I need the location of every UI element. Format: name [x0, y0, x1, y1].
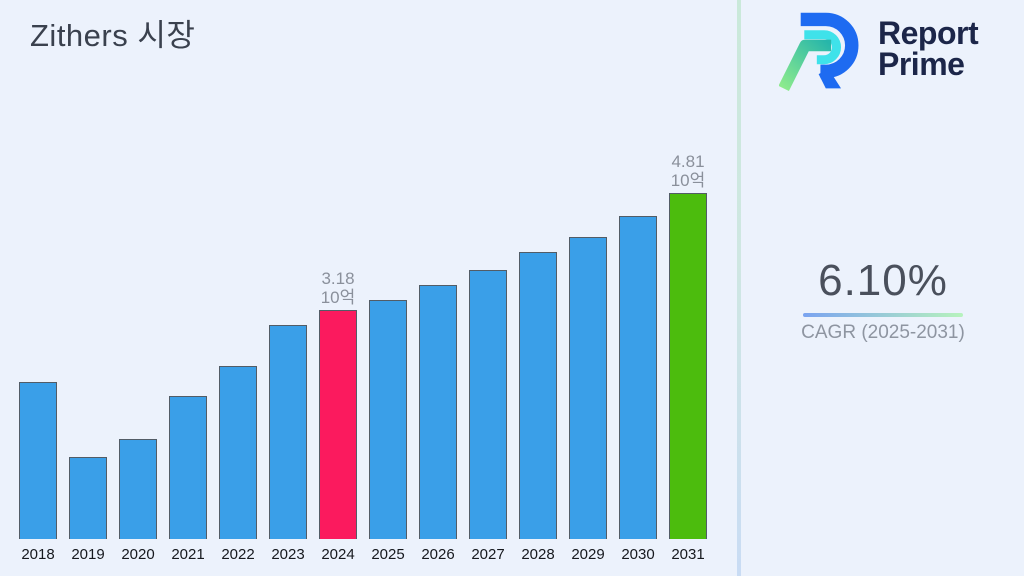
- bar-column: 2028: [513, 252, 563, 563]
- cagr-block: 6.10% CAGR (2025-2031): [795, 256, 971, 344]
- bar-annotation: 4.81 10억: [670, 152, 706, 190]
- bar-annotation: 3.18 10억: [320, 269, 356, 307]
- year-label: 2028: [521, 546, 555, 563]
- year-label: 2020: [121, 546, 155, 563]
- bar-2018: [19, 382, 57, 539]
- bar-2026: [419, 285, 457, 539]
- logo-wordmark: Report Prime: [878, 14, 979, 82]
- year-label: 2023: [271, 546, 305, 563]
- report-prime-logo-icon: [779, 12, 859, 92]
- panel-divider: [737, 0, 741, 576]
- bar-column: 2030: [613, 216, 663, 563]
- logo-text-prime: Prime: [878, 46, 965, 82]
- bar-column: 2018: [13, 382, 63, 563]
- bar-2028: [519, 252, 557, 539]
- bar-column: 2026: [413, 285, 463, 563]
- bar-chart: 2018 2019 2020 2021 2022 2023 3.18 10억 2024 2025 2…: [13, 152, 713, 563]
- year-label: 2021: [171, 546, 205, 563]
- bar-2020: [119, 439, 157, 539]
- bar-column: 2027: [463, 270, 513, 563]
- bar-column: 2021: [163, 396, 213, 563]
- bar-2030: [619, 216, 657, 539]
- bar-column: 2019: [63, 457, 113, 563]
- bar-2029: [569, 237, 607, 539]
- bar-2021: [169, 396, 207, 539]
- report-prime-logo[interactable]: Report Prime: [779, 6, 979, 92]
- cagr-underline: [803, 313, 963, 317]
- page-title: Zithers 시장: [30, 18, 196, 53]
- annotation-value: 4.81: [671, 152, 705, 172]
- bar-column: 2020: [113, 439, 163, 563]
- year-label: 2030: [621, 546, 655, 563]
- year-label: 2027: [471, 546, 505, 563]
- annotation-value: 3.18: [321, 269, 355, 289]
- bar-2025: [369, 300, 407, 539]
- bar-2023: [269, 325, 307, 539]
- bar-2027: [469, 270, 507, 539]
- year-label: 2024: [321, 546, 355, 563]
- bar-column: 3.18 10억 2024: [313, 269, 363, 563]
- year-label: 2019: [71, 546, 105, 563]
- cagr-caption: CAGR (2025-2031): [801, 322, 965, 343]
- year-label: 2022: [221, 546, 255, 563]
- annotation-unit: 10억: [320, 287, 356, 307]
- logo-text-report: Report: [878, 14, 979, 51]
- bar-2022: [219, 366, 257, 539]
- bar-2024: [319, 310, 357, 539]
- year-label: 2029: [571, 546, 605, 563]
- cagr-value: 6.10%: [818, 256, 948, 305]
- year-label: 2026: [421, 546, 455, 563]
- bar-column: 2022: [213, 366, 263, 563]
- bar-2031: [669, 193, 707, 539]
- year-label: 2025: [371, 546, 405, 563]
- year-label: 2031: [671, 546, 705, 563]
- annotation-unit: 10억: [670, 170, 706, 190]
- year-label: 2018: [21, 546, 55, 563]
- bar-column: 2029: [563, 237, 613, 563]
- bar-column: 4.81 10억 2031: [663, 152, 713, 563]
- bar-2019: [69, 457, 107, 539]
- bar-column: 2025: [363, 300, 413, 563]
- bar-column: 2023: [263, 325, 313, 563]
